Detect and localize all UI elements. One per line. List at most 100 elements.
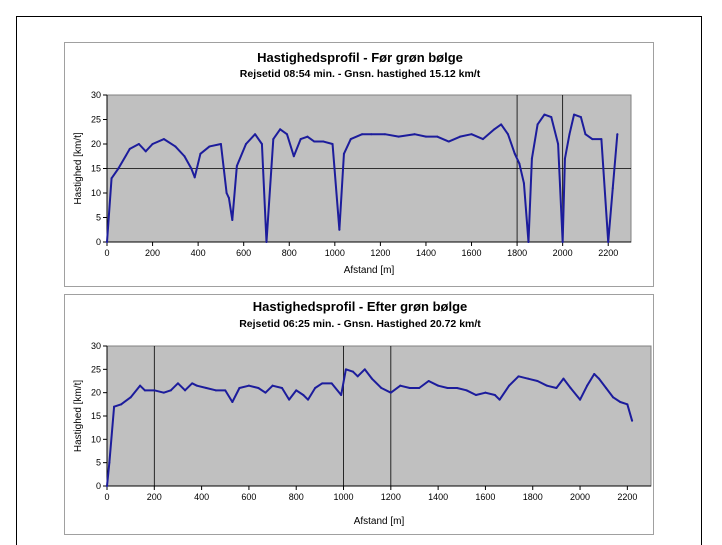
data-point bbox=[536, 123, 539, 126]
x-tick-label: 1800 bbox=[523, 492, 543, 502]
x-tick-label: 1600 bbox=[475, 492, 495, 502]
y-tick-label: 20 bbox=[91, 388, 101, 398]
data-point bbox=[128, 147, 131, 150]
data-point bbox=[110, 177, 113, 180]
data-point bbox=[231, 218, 234, 221]
data-point bbox=[219, 143, 222, 145]
data-point bbox=[195, 384, 198, 387]
data-point bbox=[584, 133, 587, 136]
data-point bbox=[568, 133, 571, 136]
chart-after: Hastighedsprofil - Efter grøn bølge Rejse… bbox=[73, 299, 652, 527]
y-axis-label: Hastighed [km/t] bbox=[73, 132, 84, 204]
data-point bbox=[356, 375, 359, 378]
data-point bbox=[361, 133, 364, 136]
data-point bbox=[397, 135, 400, 138]
data-point bbox=[500, 123, 503, 126]
data-point bbox=[331, 143, 334, 145]
x-tick-label: 2000 bbox=[553, 248, 573, 258]
data-point bbox=[527, 241, 530, 243]
data-point bbox=[465, 389, 468, 392]
x-axis-label: Afstand [m] bbox=[344, 265, 395, 276]
data-point bbox=[518, 162, 521, 165]
data-point bbox=[260, 143, 263, 145]
x-tick-label: 0 bbox=[104, 492, 109, 502]
data-point bbox=[144, 150, 147, 153]
data-point bbox=[169, 389, 172, 392]
data-point bbox=[593, 373, 596, 375]
x-tick-label: 200 bbox=[145, 248, 160, 258]
y-tick-label: 15 bbox=[91, 164, 101, 174]
data-point bbox=[579, 116, 582, 119]
data-point bbox=[113, 405, 116, 408]
y-tick-label: 25 bbox=[91, 115, 101, 125]
y-tick-label: 25 bbox=[91, 364, 101, 374]
y-axis-label: Hastighed [km/t] bbox=[73, 380, 84, 452]
x-tick-label: 1600 bbox=[462, 248, 482, 258]
data-point bbox=[143, 389, 146, 392]
x-tick-label: 800 bbox=[289, 492, 304, 502]
data-point bbox=[427, 380, 430, 382]
data-point bbox=[436, 135, 439, 138]
data-point bbox=[600, 138, 603, 141]
data-point bbox=[474, 394, 477, 396]
y-tick-label: 20 bbox=[91, 139, 101, 149]
data-point bbox=[586, 384, 589, 387]
data-point bbox=[321, 382, 324, 385]
data-point bbox=[380, 387, 383, 389]
x-tick-label: 0 bbox=[104, 248, 109, 258]
data-point bbox=[106, 241, 108, 243]
data-point bbox=[162, 391, 165, 394]
data-point bbox=[470, 133, 473, 136]
data-point bbox=[605, 387, 608, 389]
data-point bbox=[227, 196, 230, 199]
data-point bbox=[349, 138, 352, 141]
data-point bbox=[513, 152, 516, 155]
data-point bbox=[338, 228, 341, 231]
chart-after-panel: Hastighedsprofil - Efter grøn bølge Rejse… bbox=[64, 294, 654, 535]
data-point bbox=[288, 398, 291, 401]
data-point bbox=[191, 382, 194, 385]
y-tick-label: 0 bbox=[96, 481, 101, 491]
x-tick-label: 1200 bbox=[381, 492, 401, 502]
data-point bbox=[120, 403, 123, 406]
data-point bbox=[313, 140, 316, 143]
data-point bbox=[459, 135, 462, 138]
data-point bbox=[271, 384, 274, 387]
data-point bbox=[235, 165, 238, 168]
data-point bbox=[257, 387, 260, 389]
data-point bbox=[493, 128, 496, 131]
data-point bbox=[399, 384, 402, 387]
x-tick-label: 1400 bbox=[416, 248, 436, 258]
data-point bbox=[295, 389, 298, 392]
x-tick-label: 600 bbox=[241, 492, 256, 502]
data-point bbox=[561, 241, 564, 243]
x-tick-label: 600 bbox=[236, 248, 251, 258]
data-point bbox=[363, 368, 366, 371]
data-point bbox=[139, 384, 142, 387]
x-tick-label: 2200 bbox=[598, 248, 618, 258]
data-point bbox=[607, 241, 610, 243]
y-tick-label: 10 bbox=[91, 434, 101, 444]
data-point bbox=[244, 143, 247, 145]
chart-title: Hastighedsprofil - Før grøn bølge bbox=[257, 50, 463, 65]
x-tick-label: 2200 bbox=[617, 492, 637, 502]
data-point bbox=[562, 377, 565, 380]
data-point bbox=[418, 387, 421, 389]
y-tick-label: 30 bbox=[91, 90, 101, 100]
data-point bbox=[447, 140, 450, 143]
data-point bbox=[117, 167, 120, 170]
chart-before: Hastighedsprofil - Før grøn bølge Rejseti… bbox=[73, 50, 632, 276]
data-point bbox=[626, 403, 629, 406]
data-point bbox=[272, 138, 275, 141]
data-point bbox=[299, 138, 302, 141]
data-point bbox=[281, 387, 284, 389]
data-point bbox=[285, 133, 288, 136]
data-point bbox=[591, 138, 594, 141]
data-point bbox=[225, 192, 228, 194]
data-point bbox=[530, 157, 533, 160]
data-point bbox=[314, 387, 317, 389]
y-tick-label: 10 bbox=[91, 188, 101, 198]
data-point bbox=[569, 387, 572, 389]
data-point bbox=[543, 113, 546, 116]
speed-profile-line bbox=[106, 368, 634, 487]
